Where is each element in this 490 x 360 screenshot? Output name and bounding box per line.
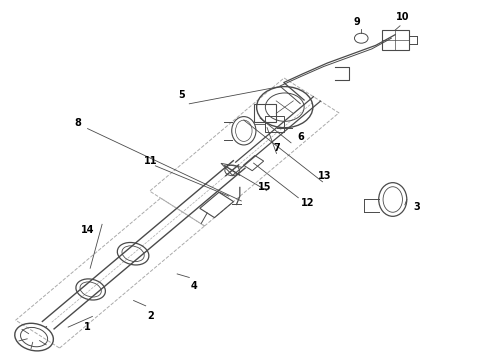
Bar <box>200 192 234 218</box>
Text: 6: 6 <box>297 132 304 143</box>
Text: 7: 7 <box>273 143 280 153</box>
Bar <box>254 104 276 122</box>
Text: 13: 13 <box>318 171 332 181</box>
Text: 2: 2 <box>147 311 154 321</box>
Text: 14: 14 <box>81 225 94 235</box>
Text: 9: 9 <box>353 17 360 27</box>
Text: 4: 4 <box>191 281 197 291</box>
Bar <box>265 116 284 132</box>
Text: 11: 11 <box>144 156 157 166</box>
Text: 12: 12 <box>301 198 315 208</box>
Text: 5: 5 <box>179 90 185 100</box>
Text: 15: 15 <box>258 182 271 192</box>
Text: 3: 3 <box>414 202 420 212</box>
Text: 1: 1 <box>84 322 91 332</box>
Bar <box>382 30 409 50</box>
Text: 8: 8 <box>74 118 81 128</box>
Text: 10: 10 <box>396 12 409 22</box>
Bar <box>244 156 264 171</box>
